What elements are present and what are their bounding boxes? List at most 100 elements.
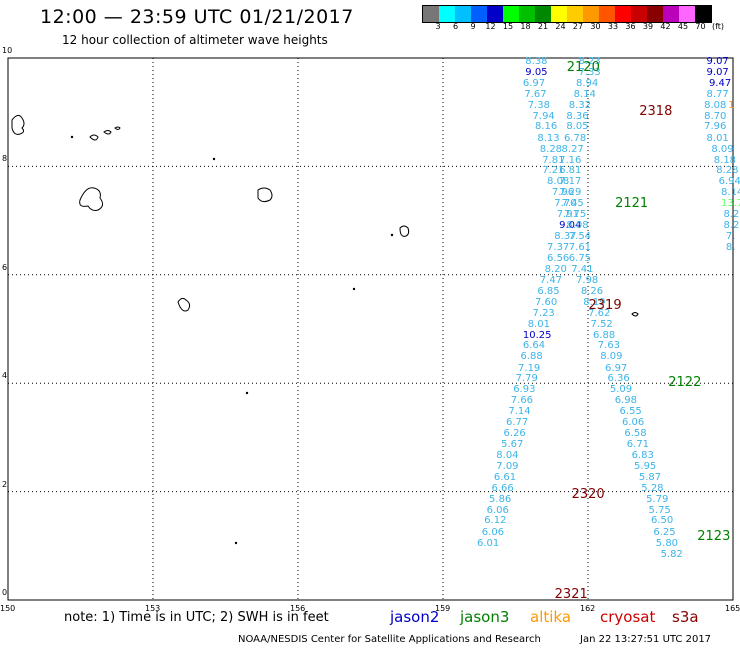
satellite-legend-jason3: jason3 [460, 608, 510, 626]
wave-height-value: 7. [725, 230, 736, 242]
wave-height-value: 6.58 [624, 428, 647, 440]
wave-height-value: 7.23 [532, 307, 555, 319]
wave-height-value: 6.98 [614, 395, 637, 407]
wave-height-value: 8.08 [704, 99, 727, 111]
color-swatch-11 [599, 6, 615, 22]
wave-height-value: 6.01 [476, 537, 500, 549]
wave-height-value: 8.2 [723, 209, 740, 221]
wave-height-value: 6.97 [605, 362, 628, 374]
wave-height-value: 8.05 [566, 121, 589, 133]
wave-height-value: 8.08 [547, 176, 570, 188]
color-scale-label: 36 [625, 22, 636, 31]
pass-number-label: 2319 [588, 298, 622, 314]
islet-dot [390, 233, 394, 237]
wave-height-value: 7.19 [518, 362, 541, 374]
wave-height-value: 7.52 [590, 318, 613, 330]
color-swatch-9 [567, 6, 583, 22]
color-swatch-16 [679, 6, 695, 22]
wave-height-value: 8.20 [544, 264, 567, 275]
wave-height-value: 7.37 [547, 241, 570, 253]
satellite-legend-cryosat: cryosat [600, 608, 656, 626]
color-scale-bar [422, 5, 712, 23]
island-outline [631, 312, 639, 317]
color-swatch-10 [583, 6, 599, 22]
wave-height-value: 8.14 [721, 187, 740, 199]
wave-height-value: 7.63 [597, 340, 621, 352]
color-scale-label: 70 [695, 22, 706, 31]
wave-height-value: 8.04 [496, 449, 519, 461]
wave-height-value: 6.81 [559, 165, 582, 177]
wave-height-value: 7.54 [568, 230, 592, 242]
color-swatch-4 [487, 6, 503, 22]
wave-height-value: 6.85 [537, 285, 560, 297]
pass-number-label: 2123 [697, 528, 731, 544]
color-scale-label: 24 [555, 22, 566, 31]
wave-height-value: 7.60 [534, 296, 558, 308]
wave-height-value: 5.09 [609, 384, 633, 396]
wave-height-value: 6.93 [513, 384, 536, 396]
color-swatch-14 [647, 6, 663, 22]
wave-height-value: 5.80 [655, 537, 679, 549]
wave-height-value: 6.97 [522, 77, 546, 89]
wave-height-value: 10.25 [522, 329, 552, 341]
island-outline [177, 297, 191, 312]
wave-height-value: 8.16 [534, 121, 558, 133]
color-scale-label: 21 [537, 22, 549, 31]
wave-height-value: 9.07 [706, 56, 729, 68]
island-outline [79, 187, 104, 211]
wave-height-value: 8.09 [600, 351, 623, 363]
wave-height-value: 7.94 [532, 110, 555, 122]
wave-height-value: 5.82 [660, 549, 683, 561]
wave-height-value: 6.26 [503, 428, 526, 440]
wave-height-value: 6.64 [522, 340, 546, 352]
color-scale-label: 18 [520, 22, 531, 31]
color-swatch-2 [455, 6, 471, 22]
wave-height-value: 6.77 [505, 417, 529, 429]
color-swatch-12 [615, 6, 631, 22]
wave-height-value: 7.96 [704, 121, 727, 133]
color-scale-label: 42 [660, 22, 671, 31]
wave-height-value: 6.75 [568, 253, 592, 265]
wave-height-value: 6.88 [520, 351, 543, 363]
wave-height-value: 5.95 [634, 460, 657, 472]
wave-height-value: 8.09 [711, 143, 734, 155]
color-swatch-3 [471, 6, 487, 22]
wave-height-value: 7.33 [578, 67, 601, 79]
x-tick-label: 150 [0, 604, 16, 613]
y-tick-label: 6 [2, 262, 8, 272]
pass-number-label: 2120 [566, 59, 600, 75]
wave-height-value: 8.01 [706, 132, 729, 144]
y-tick-label: 10 [2, 46, 13, 55]
wave-height-value: 8.19 [583, 296, 606, 308]
satellite-legend-s3a: s3a [672, 608, 699, 626]
wave-height-value: 8.38 [525, 56, 548, 68]
wave-height-value: 5.79 [646, 493, 669, 505]
wave-height-value: 6.36 [607, 373, 630, 385]
wave-height-value: 8.28 [716, 165, 739, 177]
wave-height-value: 6.25 [653, 526, 676, 538]
islet-dot [245, 391, 249, 395]
x-tick-label: 162 [580, 604, 596, 613]
legend-note: note: 1) Time is in UTC; 2) SWH is in fe… [64, 610, 329, 625]
color-swatch-6 [519, 6, 535, 22]
wave-height-value: 9.04 [559, 220, 582, 232]
island-outline [399, 225, 410, 237]
y-tick-label: 0 [2, 588, 8, 597]
wave-height-value: 8.08 [566, 220, 589, 232]
color-swatch-17 [695, 6, 711, 22]
wave-height-value: 7.29 [559, 187, 582, 199]
color-swatch-15 [663, 6, 679, 22]
satellite-legend-jason2: jason2 [390, 608, 440, 626]
wave-height-value: 7.21 [542, 165, 565, 177]
color-swatch-1 [439, 6, 455, 22]
wave-height-value: 7.41 [571, 264, 594, 275]
wave-height-value: 13.7 [721, 198, 740, 210]
color-scale-label: 15 [502, 22, 514, 31]
wave-height-value: 9.47 [708, 77, 732, 89]
color-scale-label: 33 [607, 22, 619, 31]
footer-organization: NOAA/NESDIS Center for Satellite Applica… [238, 634, 541, 645]
x-tick-label: 165 [725, 604, 740, 613]
x-tick-label: 159 [435, 604, 451, 613]
wave-height-value: 7.98 [576, 274, 599, 286]
pass-number-label: 2320 [571, 487, 605, 503]
